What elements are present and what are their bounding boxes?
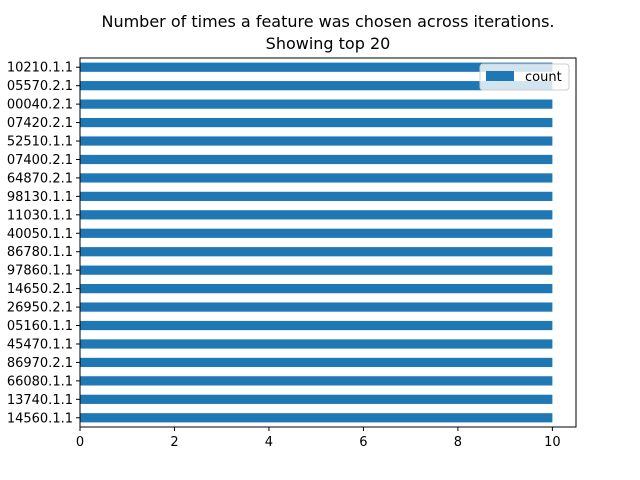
x-tick-label: 10 bbox=[544, 435, 561, 450]
bar bbox=[80, 394, 553, 404]
bar bbox=[80, 413, 553, 423]
bar bbox=[80, 284, 553, 294]
x-tick-label: 4 bbox=[265, 435, 273, 450]
y-tick-label: 05570.2.1 bbox=[7, 79, 73, 94]
bar bbox=[80, 357, 553, 368]
bar bbox=[80, 136, 553, 146]
legend-box bbox=[479, 63, 570, 91]
y-tick-label: 10210.1.1 bbox=[7, 61, 73, 76]
bar bbox=[80, 154, 553, 165]
y-tick-label: 45470.1.1 bbox=[7, 337, 73, 352]
y-tick-label: 86780.1.1 bbox=[7, 245, 73, 260]
y-tick-label: 05160.1.1 bbox=[7, 319, 73, 334]
y-tick-label: 40050.1.1 bbox=[7, 227, 73, 242]
y-tick-label: 11030.1.1 bbox=[7, 208, 73, 223]
y-tick-label: 64870.2.1 bbox=[7, 171, 73, 186]
bar bbox=[80, 228, 553, 238]
legend-swatch bbox=[486, 71, 514, 81]
x-tick-label: 6 bbox=[359, 435, 367, 450]
bar bbox=[80, 191, 553, 201]
y-tick-label: 98130.1.1 bbox=[7, 190, 73, 205]
bar bbox=[80, 99, 553, 109]
bar bbox=[80, 339, 553, 349]
chart-title: Number of times a feature was chosen acr… bbox=[101, 12, 555, 31]
y-tick-label: 07400.2.1 bbox=[7, 153, 73, 168]
y-tick-label: 13740.1.1 bbox=[7, 393, 73, 408]
bar bbox=[80, 173, 553, 183]
plot-frame bbox=[79, 57, 577, 428]
bar bbox=[80, 210, 553, 220]
y-tick-label: 00040.2.1 bbox=[7, 98, 73, 113]
y-tick-label: 14650.2.1 bbox=[7, 282, 73, 297]
y-tick-label: 97860.1.1 bbox=[7, 264, 73, 279]
y-tick-label: 14560.1.1 bbox=[7, 411, 73, 426]
bar bbox=[80, 62, 553, 72]
bar bbox=[80, 117, 553, 128]
bar bbox=[80, 320, 553, 331]
bar bbox=[80, 376, 553, 386]
x-tick-label: 0 bbox=[76, 435, 84, 450]
bar bbox=[80, 247, 553, 257]
y-tick-label: 86970.2.1 bbox=[7, 356, 73, 371]
chart-subtitle: Showing top 20 bbox=[265, 34, 391, 53]
x-tick-label: 2 bbox=[170, 435, 178, 450]
bar bbox=[80, 265, 553, 275]
legend-label: count bbox=[525, 70, 562, 85]
y-tick-label: 26950.2.1 bbox=[7, 301, 73, 316]
y-tick-label: 07420.2.1 bbox=[7, 116, 73, 131]
bar bbox=[80, 302, 553, 312]
bar bbox=[80, 81, 553, 91]
x-tick-label: 8 bbox=[454, 435, 462, 450]
y-tick-label: 66080.1.1 bbox=[7, 374, 73, 389]
y-tick-label: 52510.1.1 bbox=[7, 135, 73, 150]
